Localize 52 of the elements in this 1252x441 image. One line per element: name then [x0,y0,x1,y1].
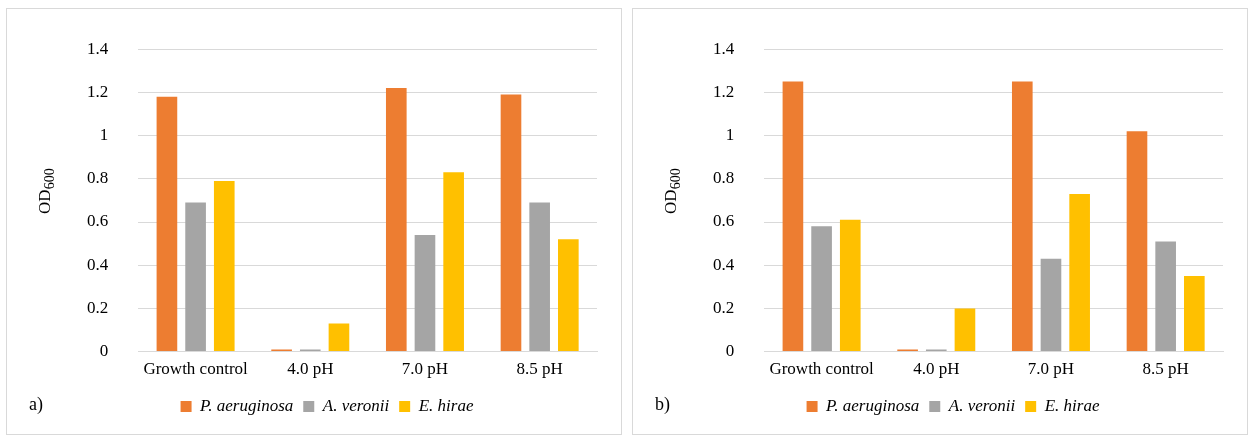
bar [839,219,861,352]
bar [1155,241,1176,352]
y-tick-label: 0.8 [713,168,735,188]
y-tick-label: 1.4 [713,38,735,58]
y-tick-label: 1.2 [87,81,109,101]
bar [156,96,178,352]
legend-label: E. hirae [417,395,474,415]
y-tick-label: 1 [725,125,735,145]
bar [500,94,522,352]
x-tick-label: Growth control [769,359,875,379]
text: b) [655,394,670,415]
legend-label: P. aeruginosa [199,395,294,415]
y-tick-label: 0.4 [87,254,109,274]
x-tick-label: 7.0 pH [1027,359,1075,379]
legend-label: E. hirae [1043,395,1100,415]
y-tick-label: 0.8 [87,168,109,188]
bar [954,308,976,352]
bar [185,202,206,352]
y-tick-label: 0 [99,341,109,361]
bar [414,234,436,352]
x-tick-label: 4.0 pH [913,359,960,379]
y-tick-label: 0.2 [713,297,735,317]
text: a) [29,394,43,415]
bar [1069,193,1090,352]
x-tick-label: 8.5 pH [516,359,563,379]
y-tick-label: 1.4 [87,38,109,58]
bar [328,323,350,352]
bar [558,239,579,352]
y-tick-label: 0.2 [87,297,109,317]
legend-label: A. veronii [947,395,1016,415]
bar [385,88,407,352]
y-tick-label: 0 [725,341,735,361]
legend-label: A. veronii [321,395,390,415]
y-tick-label: 0.4 [713,254,735,274]
bar [1040,258,1062,352]
legend-label: P. aeruginosa [825,395,920,415]
y-tick-label: 1.2 [713,81,735,101]
x-tick-label: 8.5 pH [1142,359,1189,379]
bar [1011,81,1033,352]
x-tick-label: 7.0 pH [401,359,449,379]
x-tick-label: 4.0 pH [287,359,334,379]
bar [213,180,235,352]
x-tick-label: Growth control [143,359,249,379]
bar [1184,276,1205,352]
bar [529,202,550,352]
y-tick-label: 0.6 [713,211,735,231]
y-tick-label: 1 [99,125,109,145]
bar [782,81,804,352]
bar [443,172,464,352]
y-tick-label: 0.6 [87,211,109,231]
bar [811,226,832,352]
bar [1126,131,1148,352]
